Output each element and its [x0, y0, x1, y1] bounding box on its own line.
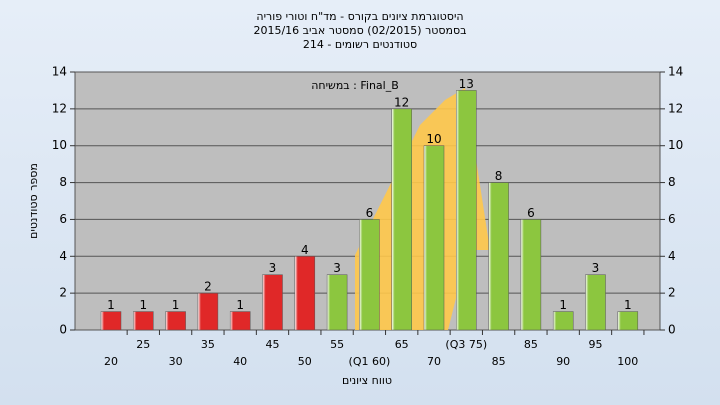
data-label: 1: [139, 298, 147, 312]
x-tick-label: 85: [492, 355, 506, 368]
bar: [326, 274, 348, 331]
bar: [552, 311, 574, 331]
y2-tick-label: 8: [668, 175, 676, 189]
y2-tick-label: 10: [668, 138, 683, 152]
bar: [165, 311, 186, 331]
data-label: 6: [366, 206, 374, 220]
bar: [391, 108, 412, 331]
x-tick-label: 85: [524, 338, 538, 351]
x-tick-label: 50: [298, 355, 312, 368]
y-tick-label: 14: [52, 65, 67, 79]
y-axis-label: מספר סטודנטים: [27, 163, 40, 239]
data-label: 2: [204, 280, 212, 294]
y-tick-label: 4: [59, 249, 67, 263]
bar: [262, 274, 283, 331]
x-tick-label: 95: [589, 338, 603, 351]
bar: [133, 311, 154, 331]
bar: [488, 182, 509, 331]
data-label: 12: [394, 95, 409, 109]
x-tick-label: (Q3 75): [445, 338, 487, 351]
chart-title: היסטוגרמת ציונים בקורס - מד"ח וטורי פורי…: [256, 10, 463, 23]
x-tick-label: 40: [233, 355, 247, 368]
bar: [456, 90, 477, 331]
bar: [359, 219, 380, 331]
x-tick-label: 90: [556, 355, 570, 368]
data-label: 3: [333, 261, 341, 275]
data-label: 3: [592, 261, 600, 275]
bar: [229, 311, 251, 331]
data-label: 1: [236, 298, 244, 312]
y-tick-label: 0: [59, 323, 67, 337]
y2-tick-label: 4: [668, 249, 676, 263]
y2-tick-label: 12: [668, 101, 683, 115]
bar: [294, 256, 316, 331]
bar: [617, 311, 639, 331]
x-tick-label: 25: [136, 338, 150, 351]
x-tick-label: 35: [201, 338, 215, 351]
data-label: 10: [426, 132, 441, 146]
x-tick-label: 100: [617, 355, 638, 368]
data-label: 4: [301, 243, 309, 257]
y2-tick-label: 0: [668, 323, 676, 337]
data-label: 3: [269, 261, 277, 275]
x-tick-label: 65: [395, 338, 409, 351]
bar: [520, 219, 542, 331]
x-axis-label: טווח ציונים: [342, 374, 392, 387]
x-tick-label: 55: [330, 338, 344, 351]
data-label: 13: [459, 77, 474, 91]
data-label: 1: [559, 298, 567, 312]
y2-tick-label: 14: [668, 65, 683, 79]
y-tick-label: 12: [52, 101, 67, 115]
x-tick-label: 70: [427, 355, 441, 368]
y-tick-label: 6: [59, 212, 67, 226]
x-tick-label: (Q1 60): [349, 355, 391, 368]
data-label: 6: [527, 206, 535, 220]
bar: [585, 274, 606, 331]
bar: [423, 145, 445, 331]
bar: [197, 292, 219, 331]
y2-tick-label: 6: [668, 212, 676, 226]
bar: [100, 311, 122, 331]
data-label: 1: [172, 298, 180, 312]
y-tick-label: 2: [59, 286, 67, 300]
chart-subtitle: סטודנטים רשומים - 214: [303, 38, 417, 51]
data-label: 8: [495, 169, 503, 183]
chart-subtitle: בסמסטר (02/2015) סמסטר אביב 2015/16: [253, 24, 466, 37]
annotation: במשיחה : Final_B: [311, 79, 399, 92]
y-tick-label: 8: [59, 175, 67, 189]
data-label: 1: [107, 298, 115, 312]
y2-tick-label: 2: [668, 286, 676, 300]
data-label: 1: [624, 298, 632, 312]
y-tick-label: 10: [52, 138, 67, 152]
x-tick-label: 45: [266, 338, 280, 351]
x-tick-label: 20: [104, 355, 118, 368]
x-tick-label: 30: [169, 355, 183, 368]
